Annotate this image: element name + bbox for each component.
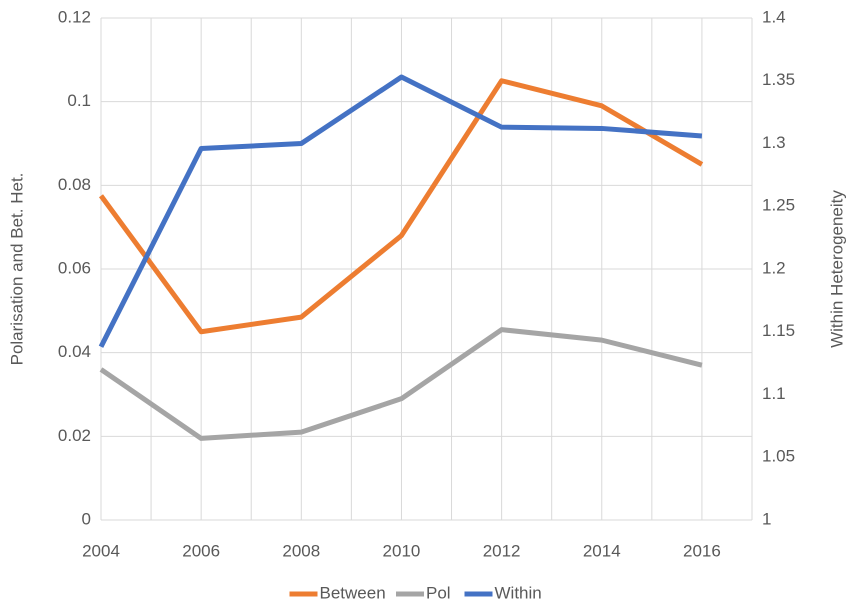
y-tick-label: 0.1 (67, 91, 91, 110)
x-tick-label: 2008 (282, 541, 320, 560)
series-line (99, 327, 703, 441)
x-tick-label: 2016 (683, 541, 721, 560)
y2-tick-label: 1.1 (762, 384, 786, 403)
y2-tick-label: 1 (762, 509, 771, 528)
x-tick-label: 2012 (483, 541, 521, 560)
x-tick-label: 2014 (583, 541, 621, 560)
y2-axis-label: Within Heterogeneity (827, 190, 846, 348)
y-tick-label: 0.06 (58, 258, 91, 277)
y2-tick-label: 1.3 (762, 133, 786, 152)
x-tick-label: 2010 (383, 541, 421, 560)
x-tick-label: 2006 (182, 541, 220, 560)
x-tick-label: 2004 (82, 541, 120, 560)
y2-tick-label: 1.25 (762, 196, 795, 215)
y2-tick-label: 1.4 (762, 7, 786, 26)
y-tick-label: 0.04 (58, 342, 91, 361)
y-tick-label: 0.02 (58, 426, 91, 445)
y-tick-label: 0 (82, 509, 91, 528)
series-line (98, 74, 703, 348)
series-line (98, 78, 704, 335)
y-tick-label: 0.12 (58, 7, 91, 26)
legend-label: Pol (426, 583, 451, 602)
y2-tick-label: 1.35 (762, 70, 795, 89)
y2-tick-label: 1.2 (762, 258, 786, 277)
legend-label: Between (320, 583, 386, 602)
y-axis-label: Polarisation and Bet. Het. (7, 173, 26, 366)
y2-tick-label: 1.15 (762, 321, 795, 340)
legend-label: Within (495, 583, 542, 602)
y2-tick-label: 1.05 (762, 447, 795, 466)
y-tick-label: 0.08 (58, 175, 91, 194)
